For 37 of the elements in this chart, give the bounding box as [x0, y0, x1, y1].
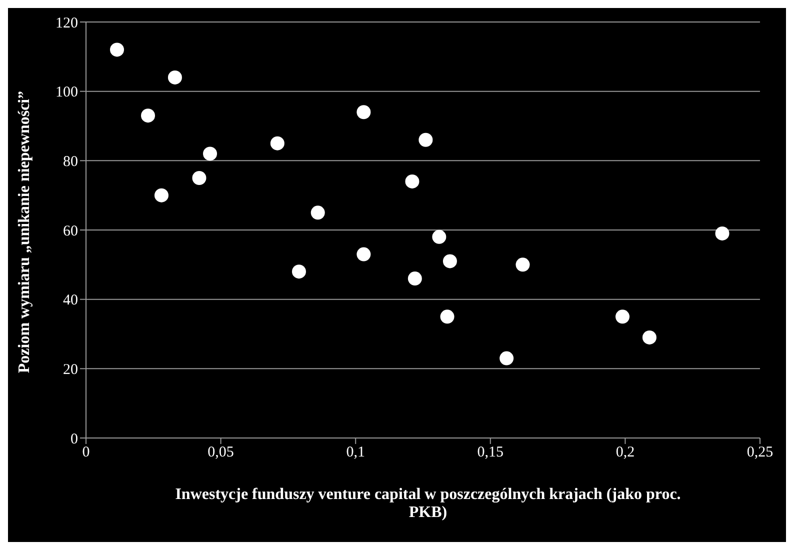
point: [616, 310, 630, 324]
point: [310, 206, 325, 220]
y-tick-label: 120: [56, 15, 78, 32]
point: [154, 188, 168, 202]
point: [418, 132, 433, 147]
point: [715, 226, 730, 240]
y-tick-label: 100: [56, 84, 78, 101]
y-tick-label: 40: [63, 292, 78, 309]
x-tick-label: 0,25: [746, 444, 774, 461]
y-tick-label: 80: [63, 154, 78, 170]
y-axis-title: Poziom wymiaru „unikanie niepewności”: [16, 90, 34, 374]
point: [192, 171, 206, 185]
point: [110, 42, 124, 57]
x-axis-title: Inwestycje funduszy venture capital w poszczególnych krajach (jako proc. PKB): [174, 486, 682, 522]
point: [168, 70, 182, 84]
x-tick-label: 0,05: [208, 444, 234, 461]
y-tick-label: 60: [63, 223, 78, 240]
point: [642, 330, 656, 344]
x-tick-label: 0,1: [346, 444, 365, 461]
point: [440, 310, 454, 324]
x-tick-label: 0,15: [477, 444, 504, 461]
point: [356, 247, 371, 262]
point: [516, 258, 530, 272]
y-tick-label: 0: [70, 431, 78, 448]
x-tick-label: 0: [82, 444, 90, 461]
x-tick-label: 0,2: [616, 444, 635, 461]
point: [292, 264, 306, 279]
point: [203, 146, 218, 161]
point: [141, 108, 156, 123]
point: [405, 174, 420, 188]
y-tick-label: 20: [63, 362, 78, 378]
point: [442, 254, 457, 268]
point: [408, 272, 422, 286]
point: [270, 136, 284, 150]
point: [432, 230, 446, 244]
point: [500, 351, 514, 366]
point: [356, 105, 371, 120]
